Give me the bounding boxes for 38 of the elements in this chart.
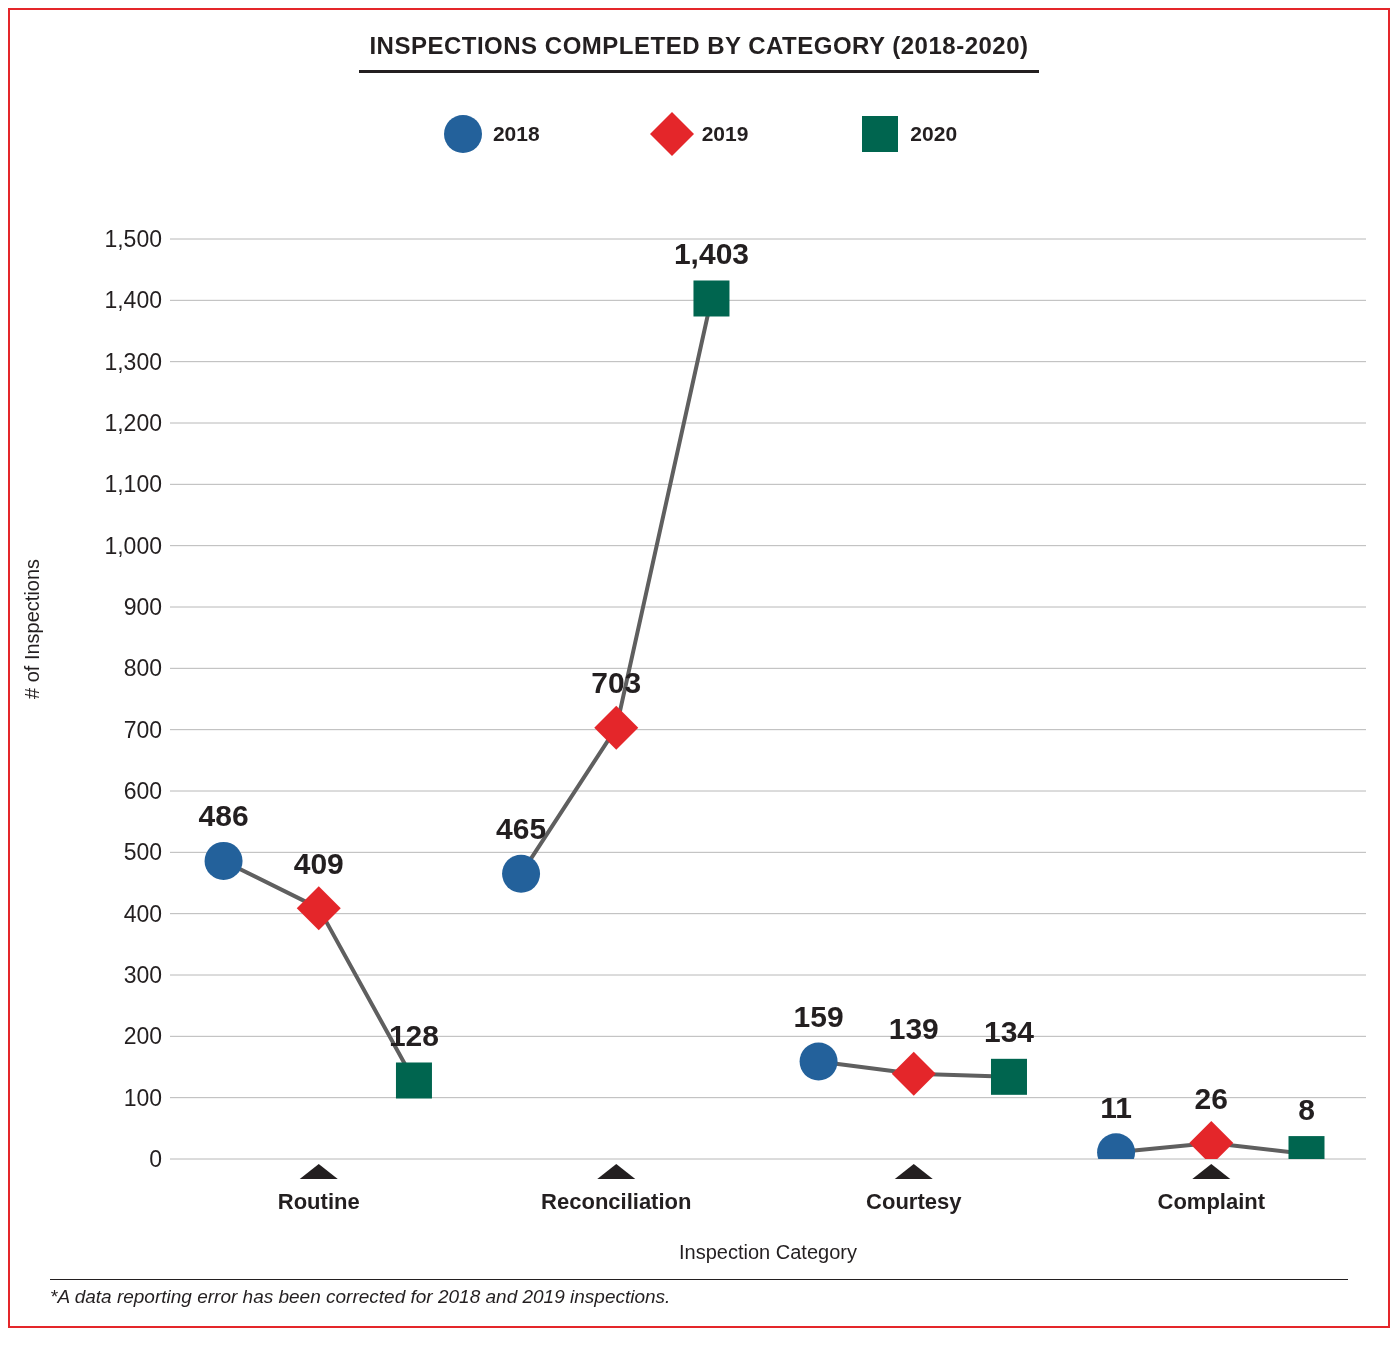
y-tick-label: 0 [149, 1146, 162, 1173]
y-tick-label: 1,300 [104, 348, 162, 375]
y-tick-label: 1,200 [104, 410, 162, 437]
data-label: 8 [1298, 1092, 1315, 1126]
x-tick-label: Courtesy [866, 1189, 963, 1214]
legend-label: 2019 [701, 122, 749, 146]
y-tick-label: 1,100 [104, 471, 162, 498]
legend-label: 2020 [910, 122, 958, 146]
y-tick-label: 200 [123, 1023, 162, 1050]
data-label: 465 [496, 812, 547, 846]
y-tick-label: 400 [123, 900, 162, 927]
data-label: 159 [793, 999, 844, 1033]
y-tick-label: 300 [123, 962, 162, 989]
x-tick-label: Routine [277, 1189, 360, 1214]
chart-title: INSPECTIONS COMPLETED BY CATEGORY (2018-2020) [359, 32, 1039, 73]
y-tick-label: 800 [123, 655, 162, 682]
data-label: 26 [1194, 1081, 1228, 1115]
x-tick-label: Reconciliation [541, 1189, 692, 1214]
data-label: 409 [293, 846, 344, 880]
text: *A data reporting error has been corrected for 2018 and 2019 inspections. [50, 1279, 1348, 1308]
y-tick-label: 600 [123, 778, 162, 805]
y-tick-label: 700 [123, 716, 162, 743]
y-tick-label: 1,500 [104, 226, 162, 253]
y-tick-label: 100 [123, 1084, 162, 1111]
data-label: 486 [198, 799, 249, 833]
x-tick-label: Complaint [1157, 1189, 1266, 1214]
legend-label: 2018 [492, 122, 540, 146]
y-axis-title: # of Inspections [21, 558, 44, 699]
data-label: 134 [983, 1015, 1035, 1049]
y-tick-label: 1,400 [104, 287, 162, 314]
data-label: 128 [388, 1018, 439, 1052]
x-axis-title: Inspection Category [679, 1241, 857, 1263]
y-tick-label: 900 [123, 594, 162, 621]
data-label: 1,403 [673, 236, 750, 270]
y-tick-label: 1,000 [104, 532, 162, 559]
y-tick-label: 500 [123, 839, 162, 866]
data-label: 139 [888, 1012, 939, 1046]
data-label: 11 [1100, 1090, 1132, 1124]
